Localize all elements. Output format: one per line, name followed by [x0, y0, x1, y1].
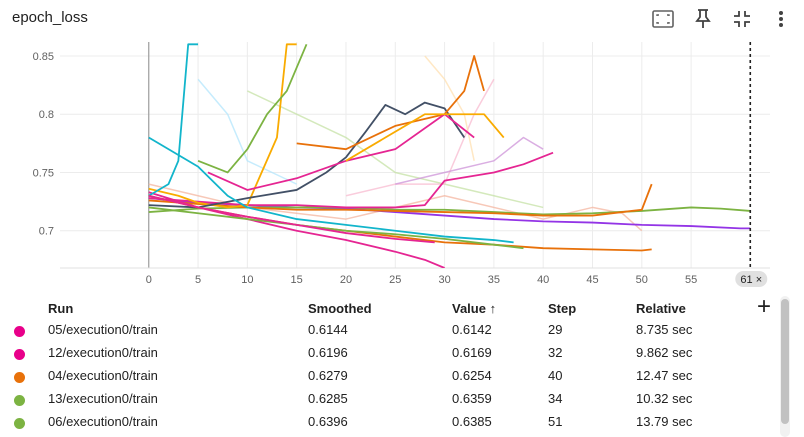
cell-relative: 12.47 sec [636, 368, 693, 383]
cell-value: 0.6142 [452, 322, 492, 337]
cell-step: 40 [548, 368, 563, 383]
raw-series-line[interactable] [345, 78, 495, 197]
table-header: Run Smoothed Value ↑ Step Relative [0, 296, 770, 322]
run-color-dot [14, 349, 25, 360]
table-scrollbar[interactable] [780, 296, 790, 437]
x-tick-label: 5 [195, 274, 201, 286]
series-line[interactable] [148, 206, 751, 216]
cell-value: 0.6385 [452, 414, 492, 429]
cell-smoothed: 0.6196 [308, 345, 348, 360]
runs-table: Run Smoothed Value ↑ Step Relative + 05/… [0, 293, 804, 437]
table-row[interactable]: 05/execution0/train 0.6144 0.6142 29 8.735 s… [0, 319, 770, 342]
line-chart[interactable]: 0.7 0.75 0.8 0.85 0 5 10 15 20 25 30 35 40 45 50 55 61 × [0, 38, 804, 290]
card-header: epoch_loss [0, 0, 804, 38]
raw-series-line[interactable] [395, 136, 544, 185]
y-tick-label: 0.7 [39, 226, 54, 238]
plot-area[interactable] [148, 43, 751, 268]
x-tick-label: 0 [146, 274, 152, 286]
y-tick-label: 0.85 [33, 51, 54, 63]
cell-relative: 8.735 sec [636, 322, 693, 337]
pin-button[interactable] [690, 6, 716, 32]
cell-smoothed: 0.6396 [308, 414, 348, 429]
cell-run: 04/execution0/train [48, 368, 158, 383]
series-line[interactable] [345, 113, 505, 162]
column-header-value[interactable]: Value ↑ [452, 301, 497, 316]
cell-value: 0.6359 [452, 391, 492, 406]
run-color-dot [14, 418, 25, 429]
pin-icon [695, 9, 711, 29]
cell-relative: 9.862 sec [636, 345, 693, 360]
x-tick-label: 50 [636, 274, 648, 286]
x-tick-label: 30 [438, 274, 450, 286]
series-line[interactable] [148, 43, 199, 197]
raw-series-line[interactable] [148, 183, 643, 232]
column-header-relative[interactable]: Relative [636, 301, 686, 316]
fit-domain-button[interactable] [729, 6, 755, 32]
table-row[interactable]: 06/execution0/train 0.6396 0.6385 51 13.79 s… [0, 411, 770, 434]
x-tick-label: 20 [340, 274, 352, 286]
fullscreen-icon [652, 10, 674, 28]
cell-step: 51 [548, 414, 563, 429]
cell-run: 13/execution0/train [48, 391, 158, 406]
loss-chart[interactable]: 0.7 0.75 0.8 0.85 0 5 10 15 20 25 30 35 40 45 50 55 61 × [0, 38, 804, 290]
x-tick-label: 55 [685, 274, 697, 286]
raw-series-line[interactable] [424, 55, 475, 161]
run-color-dot [14, 372, 25, 383]
x-tick-label: 40 [537, 274, 549, 286]
x-tick-label: 25 [389, 274, 401, 286]
run-color-dot [14, 326, 25, 337]
raw-series-line[interactable] [247, 90, 544, 209]
more-vert-icon [778, 10, 784, 28]
run-color-dot [14, 395, 25, 406]
more-options-button[interactable] [768, 6, 794, 32]
cell-run: 12/execution0/train [48, 345, 158, 360]
series-line[interactable] [148, 194, 435, 244]
step-cursor-chip [735, 271, 768, 287]
cell-step: 34 [548, 391, 563, 406]
table-row[interactable]: 12/execution0/train 0.6196 0.6169 32 9.862 s… [0, 342, 770, 365]
x-tick-label: 10 [241, 274, 253, 286]
table-row[interactable]: 04/execution0/train 0.6279 0.6254 40 12.47 s… [0, 365, 770, 388]
y-tick-label: 0.75 [33, 167, 54, 179]
x-tick-label: 15 [291, 274, 303, 286]
cell-smoothed: 0.6279 [308, 368, 348, 383]
cell-run: 06/execution0/train [48, 414, 158, 429]
add-column-button[interactable]: + [756, 293, 771, 320]
x-tick-label: 35 [488, 274, 500, 286]
raw-series-line[interactable] [197, 78, 297, 185]
cell-relative: 13.79 sec [636, 414, 693, 429]
series-line[interactable] [148, 43, 297, 209]
series-line[interactable] [197, 43, 308, 174]
cell-value: 0.6169 [452, 345, 492, 360]
card-title: epoch_loss [12, 9, 88, 26]
x-tick-label: 45 [586, 274, 598, 286]
cell-smoothed: 0.6144 [308, 322, 348, 337]
cell-relative: 10.32 sec [636, 391, 693, 406]
cell-step: 32 [548, 345, 563, 360]
step-cursor-label: 61 × [740, 274, 762, 286]
cell-run: 05/execution0/train [48, 322, 158, 337]
column-header-run[interactable]: Run [48, 301, 74, 316]
fullscreen-button[interactable] [650, 6, 676, 32]
cell-smoothed: 0.6285 [308, 391, 348, 406]
column-header-step[interactable]: Step [548, 301, 577, 316]
scrollbar-thumb[interactable] [781, 299, 789, 424]
series-line[interactable] [148, 206, 524, 250]
cell-step: 29 [548, 322, 563, 337]
fit-domain-icon [733, 10, 751, 28]
series-line[interactable] [148, 151, 554, 209]
column-header-smoothed[interactable]: Smoothed [308, 301, 372, 316]
y-tick-label: 0.8 [39, 109, 54, 121]
series-line[interactable] [148, 136, 514, 244]
table-row[interactable]: 13/execution0/train 0.6285 0.6359 34 10.32 s… [0, 388, 770, 411]
cell-value: 0.6254 [452, 368, 492, 383]
